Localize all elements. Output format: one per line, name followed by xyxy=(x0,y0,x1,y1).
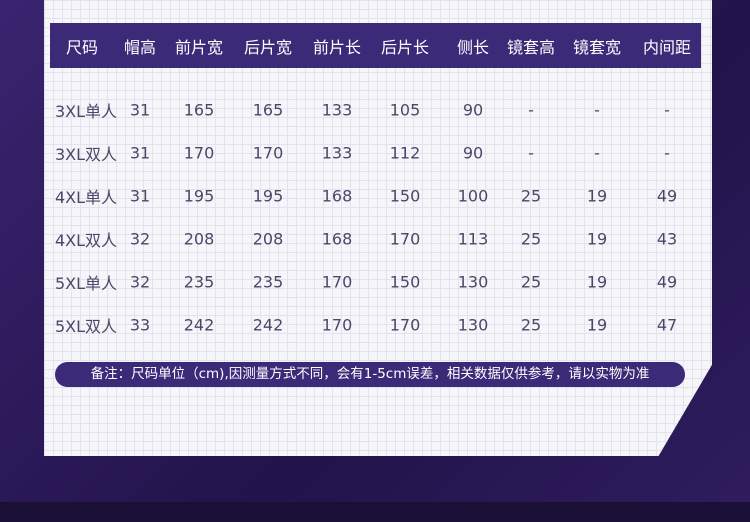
table-cell: 130 xyxy=(457,315,489,335)
table-cell: 4XL单人 xyxy=(54,188,118,207)
header-cell: 镜套高 xyxy=(506,38,556,57)
note: 备注：尺码单位（cm),因测量方式不同，会有1-5cm误差，相关数据仅供参考，请… xyxy=(55,362,685,387)
table-cell: 168 xyxy=(321,186,353,206)
table-cell: 112 xyxy=(389,143,421,163)
table-cell: 25 xyxy=(520,186,542,206)
table-cell: 170 xyxy=(321,315,353,335)
table-cell: 5XL单人 xyxy=(54,274,118,293)
table-cell: 130 xyxy=(457,272,489,292)
table-cell: 49 xyxy=(656,272,678,292)
table-cell: 100 xyxy=(457,186,489,206)
table-cell: 25 xyxy=(520,272,542,292)
header-cell: 帽高 xyxy=(123,38,157,57)
table-cell: 170 xyxy=(321,272,353,292)
table-cell: - xyxy=(594,100,600,120)
bottom-strip xyxy=(0,502,750,522)
table-cell: 31 xyxy=(129,143,151,163)
table-cell: 32 xyxy=(129,272,151,292)
table-cell: 165 xyxy=(183,100,215,120)
table-cell: 105 xyxy=(389,100,421,120)
table-cell: 150 xyxy=(389,272,421,292)
table-cell: 235 xyxy=(183,272,215,292)
table-cell: 43 xyxy=(656,229,678,249)
table-cell: 3XL单人 xyxy=(54,102,118,121)
table-cell: 19 xyxy=(586,315,608,335)
table-cell: 19 xyxy=(586,229,608,249)
table-cell: 33 xyxy=(129,315,151,335)
table-cell: 5XL双人 xyxy=(54,317,118,336)
table-cell: 133 xyxy=(321,143,353,163)
table-cell: 170 xyxy=(389,229,421,249)
table-cell: 195 xyxy=(252,186,284,206)
table-cell: - xyxy=(664,100,670,120)
table-cell: 133 xyxy=(321,100,353,120)
header-cell: 内间距 xyxy=(642,38,692,57)
table-cell: 242 xyxy=(183,315,215,335)
header-cell: 前片宽 xyxy=(174,38,224,57)
panel xyxy=(44,0,712,456)
table-cell: - xyxy=(594,143,600,163)
table-cell: 195 xyxy=(183,186,215,206)
table-cell: 25 xyxy=(520,229,542,249)
table-cell: 170 xyxy=(183,143,215,163)
table-cell: 208 xyxy=(252,229,284,249)
header-cell: 侧长 xyxy=(456,38,490,57)
table-cell: 49 xyxy=(656,186,678,206)
table-cell: 32 xyxy=(129,229,151,249)
table-cell: 31 xyxy=(129,186,151,206)
table-cell: 90 xyxy=(462,100,484,120)
table-cell: 113 xyxy=(457,229,489,249)
table-cell: 170 xyxy=(389,315,421,335)
header-cell: 前片长 xyxy=(312,38,362,57)
header-cell: 镜套宽 xyxy=(572,38,622,57)
table-cell: 47 xyxy=(656,315,678,335)
table-cell: 90 xyxy=(462,143,484,163)
header-cell: 尺码 xyxy=(65,38,99,57)
table-cell: 19 xyxy=(586,186,608,206)
table-cell: - xyxy=(528,100,534,120)
header-cell: 后片宽 xyxy=(243,38,293,57)
table-cell: 150 xyxy=(389,186,421,206)
table-cell: 165 xyxy=(252,100,284,120)
table-cell: 242 xyxy=(252,315,284,335)
table-cell: 25 xyxy=(520,315,542,335)
header-bar xyxy=(50,23,701,68)
table-cell: 3XL双人 xyxy=(54,145,118,164)
table-cell: 235 xyxy=(252,272,284,292)
table-cell: - xyxy=(664,143,670,163)
table-cell: 31 xyxy=(129,100,151,120)
table-cell: 19 xyxy=(586,272,608,292)
table-cell: 208 xyxy=(183,229,215,249)
table-cell: 168 xyxy=(321,229,353,249)
table-cell: - xyxy=(528,143,534,163)
header-cell: 后片长 xyxy=(380,38,430,57)
table-cell: 170 xyxy=(252,143,284,163)
table-cell: 4XL双人 xyxy=(54,231,118,250)
